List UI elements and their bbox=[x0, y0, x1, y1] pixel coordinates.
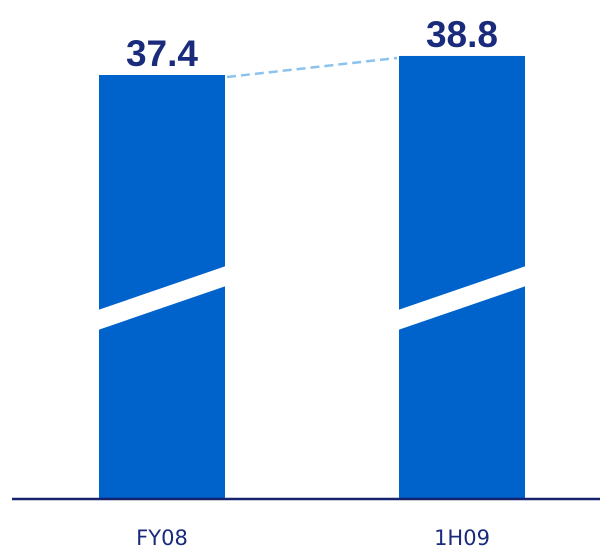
category-labels: FY08 1H09 bbox=[136, 526, 490, 550]
connector-line bbox=[226, 56, 398, 79]
axis-break-band bbox=[98, 266, 226, 330]
value-label: 37.4 bbox=[126, 33, 198, 74]
axis-break-band bbox=[398, 266, 526, 330]
category-label: 1H09 bbox=[434, 526, 490, 550]
category-label: FY08 bbox=[136, 526, 188, 550]
bars-layer bbox=[99, 55, 525, 500]
value-label: 38.8 bbox=[426, 14, 498, 55]
value-labels: 37.4 38.8 bbox=[126, 14, 498, 74]
axis-break-layer bbox=[98, 266, 526, 330]
